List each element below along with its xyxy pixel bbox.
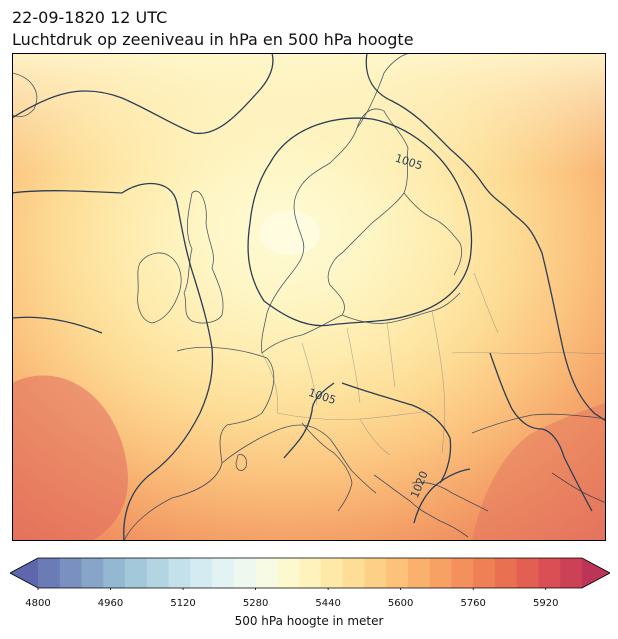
colorbar-cell (255, 558, 278, 588)
colorbar-cell (59, 558, 83, 588)
colorbar-cell (342, 558, 365, 588)
colorbar-cell (429, 558, 453, 588)
colorbar-tick-label: 5440 (315, 598, 341, 609)
colorbar-tick-label: 5120 (170, 598, 196, 609)
map-title-date: 22-09-1820 12 UTC (12, 8, 168, 27)
colorbar-cell (125, 558, 148, 588)
colorbar-tick-label: 5600 (387, 598, 414, 609)
isobars (12, 53, 606, 541)
colorbar-cell (451, 558, 474, 588)
colorbar-extend-low (10, 558, 38, 588)
colorbar-cell (168, 558, 191, 588)
weather-map: 1005 1005 1020 (12, 53, 606, 541)
colorbar-cell (386, 558, 409, 588)
colorbar-cell (473, 558, 496, 588)
colorbar-extend-high (582, 558, 610, 588)
colorbar-cell (277, 558, 300, 588)
map-title-description: Luchtdruk op zeeniveau in hPa en 500 hPa… (12, 30, 414, 49)
colorbar-cell (538, 558, 561, 588)
colorbar-cell (233, 558, 257, 588)
colorbar-tick-label: 5920 (532, 598, 559, 609)
colorbar-cell (299, 558, 322, 588)
country-borders (261, 272, 606, 456)
coastlines (12, 53, 606, 541)
colorbar-cell (516, 558, 540, 588)
colorbar-cell (407, 558, 431, 588)
colorbar-cell (364, 558, 387, 588)
colorbar-tick-label: 5760 (460, 598, 486, 609)
colorbar-cell (560, 558, 583, 588)
colorbar-cell (81, 558, 104, 588)
colorbar-label: 500 hPa hoogte in meter (234, 614, 384, 628)
colorbar-cell (38, 558, 61, 588)
colorbar-tick-label: 4960 (97, 598, 124, 609)
colorbar-cell (320, 558, 344, 588)
colorbar-cell (494, 558, 518, 588)
colorbar-cell (190, 558, 213, 588)
colorbar-tick-label: 5280 (242, 598, 269, 609)
colorbar (10, 557, 610, 590)
colorbar-cell (212, 558, 235, 588)
colorbar-cell (146, 558, 170, 588)
colorbar-tick-label: 4800 (25, 598, 51, 609)
colorbar-cell (103, 558, 126, 588)
